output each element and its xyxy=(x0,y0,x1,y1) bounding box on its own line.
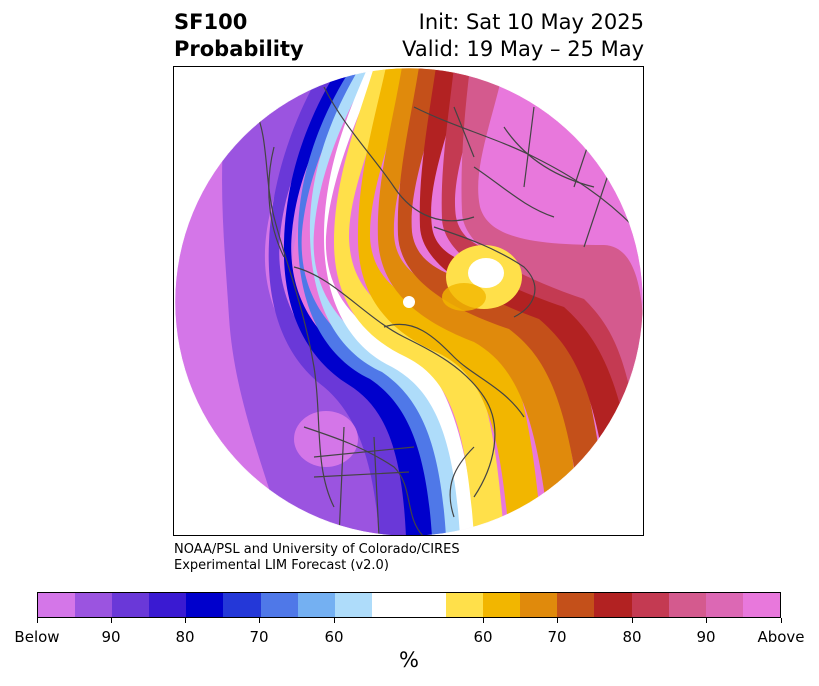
colorbar-segment xyxy=(112,593,150,617)
credit-line-2: Experimental LIM Forecast (v2.0) xyxy=(174,558,389,573)
colorbar-tickmark xyxy=(632,618,633,623)
map-title: SF100 Probability xyxy=(174,9,304,63)
title-line-1: SF100 xyxy=(174,10,248,34)
colorbar-tick-label: Below xyxy=(14,628,60,646)
coastlines xyxy=(253,86,635,535)
title-line-2: Probability xyxy=(174,37,304,61)
colorbar-tickmark xyxy=(259,618,260,623)
colorbar-tick-label: 70 xyxy=(249,628,269,646)
colorbar-segment xyxy=(668,593,706,617)
colorbar-segment xyxy=(149,593,187,617)
colorbar-segment xyxy=(742,593,780,617)
colorbar-segment xyxy=(631,593,669,617)
colorbar-segment xyxy=(223,593,261,617)
colorbar-segment xyxy=(594,593,632,617)
probability-map-svg xyxy=(174,67,643,535)
colorbar-tickmark xyxy=(706,618,707,623)
credit-text: NOAA/PSL and University of Colorado/CIRE… xyxy=(174,542,460,574)
polar-map xyxy=(173,66,644,536)
colorbar-segment xyxy=(371,593,447,617)
colorbar-tick-label: 90 xyxy=(696,628,716,646)
colorbar-segment xyxy=(75,593,113,617)
colorbar-segment xyxy=(186,593,224,617)
colorbar-tick-label: 90 xyxy=(101,628,121,646)
colorbar-segment xyxy=(297,593,335,617)
colorbar-tickmark xyxy=(185,618,186,623)
colorbar-unit: % xyxy=(399,648,419,672)
colorbar-tick-label: 60 xyxy=(324,628,344,646)
colorbar-tick-label: 70 xyxy=(547,628,567,646)
colorbar-tickmark xyxy=(334,618,335,623)
probability-field xyxy=(175,68,643,535)
colorbar-segment xyxy=(705,593,743,617)
probability-colorbar xyxy=(37,592,781,618)
valid-range: Valid: 19 May – 25 May xyxy=(402,37,644,61)
colorbar-tickmark xyxy=(557,618,558,623)
colorbar-segment xyxy=(520,593,558,617)
colorbar-segment xyxy=(557,593,595,617)
init-date: Init: Sat 10 May 2025 xyxy=(418,10,644,34)
colorbar-segment xyxy=(483,593,521,617)
colorbar-tick-label: 80 xyxy=(175,628,195,646)
colorbar-tick-label: Above xyxy=(757,628,805,646)
colorbar-segment xyxy=(334,593,372,617)
colorbar-segment xyxy=(38,593,76,617)
colorbar-tickmark xyxy=(111,618,112,623)
forecast-dates: Init: Sat 10 May 2025 Valid: 19 May – 25… xyxy=(402,9,644,63)
credit-line-1: NOAA/PSL and University of Colorado/CIRE… xyxy=(174,542,460,557)
colorbar-tick-label: 80 xyxy=(622,628,642,646)
colorbar-segment xyxy=(446,593,484,617)
colorbar-tickmark xyxy=(781,618,782,623)
colorbar-tickmark xyxy=(37,618,38,623)
colorbar-tick-label: 60 xyxy=(473,628,493,646)
colorbar-segment xyxy=(260,593,298,617)
colorbar-tickmark xyxy=(483,618,484,623)
